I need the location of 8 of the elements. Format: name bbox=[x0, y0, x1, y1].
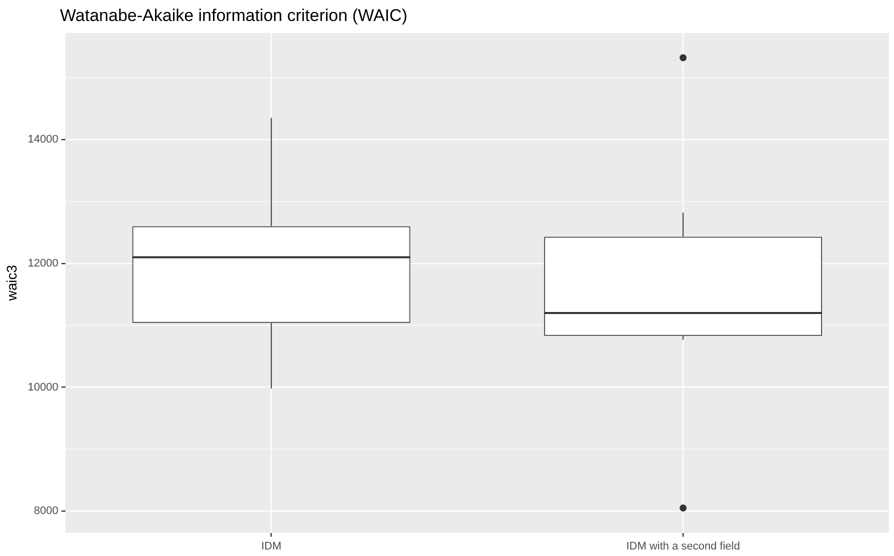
chart-title: Watanabe-Akaike information criterion (WAIC) bbox=[60, 6, 408, 26]
x-tick-label: IDM with a second field bbox=[626, 540, 740, 552]
y-axis-title: waic3 bbox=[3, 264, 20, 302]
x-tick-label: IDM bbox=[261, 540, 282, 552]
y-tick-label: 12000 bbox=[28, 257, 58, 270]
y-tick-label: 8000 bbox=[34, 505, 58, 518]
y-tick-label: 10000 bbox=[28, 381, 58, 394]
y-tick-label: 14000 bbox=[28, 134, 58, 146]
